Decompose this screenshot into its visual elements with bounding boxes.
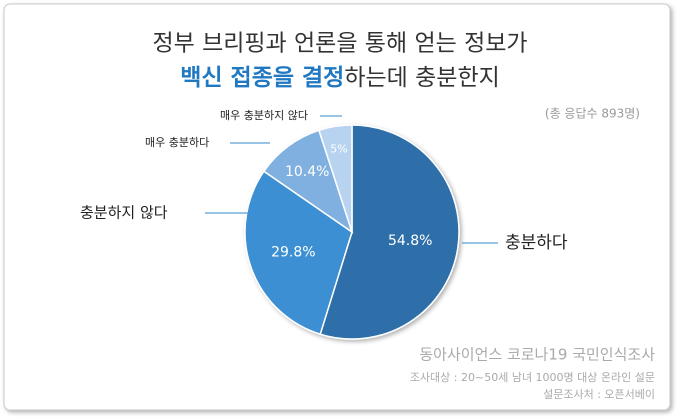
pie-slice bbox=[319, 124, 460, 340]
title-rest: 하는데 충분한지 bbox=[344, 65, 499, 91]
value-label: 29.8% bbox=[271, 244, 315, 260]
pie-slice bbox=[262, 129, 354, 234]
value-label: 5% bbox=[330, 143, 347, 156]
title-highlight: 백신 접종을 결정 bbox=[180, 65, 344, 91]
subtitle: (총 응답수 893명) bbox=[545, 107, 640, 121]
chart-title: 정부 브리핑과 언론을 통해 얻는 정보가 bbox=[152, 31, 527, 57]
value-label: 54.8% bbox=[388, 233, 432, 249]
source-line: 조사대상 : 20~50세 남녀 1000명 대상 온라인 설문 bbox=[410, 371, 655, 384]
category-label: 매우 충분하다 bbox=[145, 135, 209, 149]
source-title: 동아사이언스 코로나19 국민인식조사 bbox=[419, 346, 655, 364]
pie-slice bbox=[317, 124, 353, 233]
category-label: 충분하지 않다 bbox=[80, 204, 168, 222]
source-line: 설문조사처 : 오픈서베이 bbox=[543, 388, 655, 401]
category-label: 매우 충분하지 않다 bbox=[220, 108, 308, 122]
value-label: 10.4% bbox=[285, 164, 329, 180]
pie-slice bbox=[244, 170, 353, 336]
chart-title: 백신 접종을 결정하는데 충분한지 bbox=[180, 65, 500, 91]
pie bbox=[244, 124, 460, 340]
category-label: 충분하다 bbox=[505, 233, 568, 253]
